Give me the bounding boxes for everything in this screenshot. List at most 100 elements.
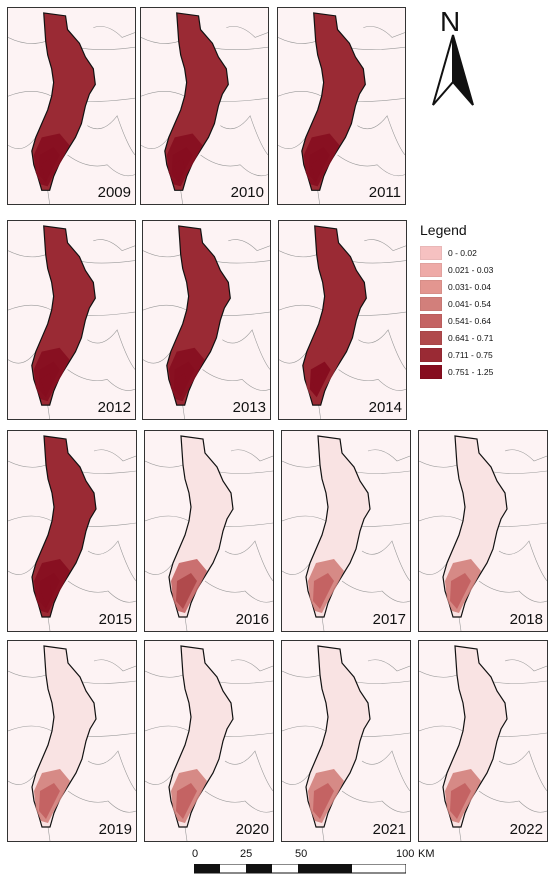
boundary-line: [321, 826, 325, 841]
panel-year-label: 2021: [372, 821, 406, 838]
panel-year-label: 2015: [98, 611, 132, 628]
boundary-line: [230, 659, 273, 672]
panel-year-label: 2009: [97, 184, 131, 201]
boundary-line: [338, 369, 406, 391]
boundary-line: [93, 239, 135, 252]
hotspot-zone: [450, 783, 471, 819]
legend-item: 0 - 0.02: [420, 244, 540, 261]
boundary-line: [358, 329, 406, 370]
peak-zone: [40, 158, 52, 181]
panel-year-label: 2022: [509, 821, 543, 838]
scale-bar: 0 25 50 100 KM: [190, 848, 440, 878]
boundary-line: [458, 826, 462, 841]
boundary-line: [357, 115, 405, 156]
boundary-line: [224, 750, 273, 792]
boundary-line: [419, 772, 448, 785]
legend: Legend 0 - 0.02 0.021 - 0.03 0.031- 0.04 0.…: [420, 222, 540, 380]
panel-year-label: 2018: [509, 611, 543, 628]
scale-tick-100: 100: [396, 848, 415, 860]
boundary-line: [361, 750, 410, 792]
peak-zone: [175, 373, 187, 396]
legend-label: 0.021 - 0.03: [448, 264, 494, 275]
boundary-line: [282, 772, 311, 785]
legend-items: 0 - 0.02 0.021 - 0.03 0.031- 0.04 0.041- 0.…: [420, 244, 540, 380]
peak-zone: [41, 585, 52, 607]
panel-year-label: 2013: [232, 399, 266, 416]
boundary-line: [87, 329, 135, 370]
legend-item: 0.541- 0.64: [420, 312, 540, 329]
boundary-line: [67, 790, 136, 813]
boundary-line: [67, 580, 136, 603]
boundary-line: [47, 616, 51, 631]
boundary-line: [182, 405, 185, 419]
boundary-line: [93, 26, 135, 38]
boundary-line: [143, 351, 172, 364]
legend-swatch: [420, 330, 442, 345]
boundary-line: [318, 405, 321, 419]
boundary-line: [87, 750, 136, 792]
map-graphic: [419, 435, 547, 631]
map-graphic: [143, 225, 270, 419]
map-panel: 2016: [144, 430, 274, 632]
boundary-line: [226, 26, 268, 38]
map-graphic: [278, 12, 405, 204]
map-graphic: [141, 12, 268, 204]
map-panel: 2009: [7, 7, 136, 205]
panel-year-label: 2020: [235, 821, 269, 838]
scale-tick-50: 50: [295, 848, 308, 860]
legend-item: 0.751 - 1.25: [420, 363, 540, 380]
boundary-line: [282, 562, 311, 575]
legend-label: 0.751 - 1.25: [448, 366, 494, 377]
map-graphic: [279, 225, 406, 419]
map-panel: 2010: [140, 7, 269, 205]
north-arrow-icon: [432, 34, 474, 106]
boundary-line: [504, 449, 547, 462]
legend-swatch: [420, 245, 442, 260]
legend-item: 0.021 - 0.03: [420, 261, 540, 278]
scale-unit: KM: [418, 848, 435, 860]
peak-zone: [311, 373, 323, 396]
map-panel: 2022: [418, 640, 548, 842]
boundary-line: [504, 659, 547, 672]
boundary-line: [498, 540, 547, 582]
map-panel: 2015: [7, 430, 137, 632]
legend-item: 0.641 - 0.71: [420, 329, 540, 346]
boundary-line: [498, 750, 547, 792]
boundary-line: [279, 351, 308, 364]
boundary-line: [367, 659, 410, 672]
map-panel: 2011: [277, 7, 406, 205]
peak-zone: [310, 158, 322, 181]
boundary-line: [93, 449, 136, 462]
north-label: N: [440, 6, 461, 37]
legend-swatch: [420, 313, 442, 328]
hotspot-zone: [450, 573, 471, 609]
map-graphic: [419, 645, 547, 841]
boundary-line: [202, 369, 270, 391]
boundary-line: [141, 137, 170, 149]
boundary-line: [8, 351, 37, 364]
legend-item: 0.711 - 0.75: [420, 346, 540, 363]
hotspot-zone: [39, 783, 60, 819]
hotspot-zone: [176, 783, 197, 819]
legend-label: 0.041- 0.54: [448, 298, 492, 309]
boundary-line: [184, 616, 188, 631]
panel-year-label: 2012: [97, 399, 131, 416]
legend-title: Legend: [420, 222, 467, 238]
boundary-line: [200, 154, 268, 177]
boundary-line: [184, 826, 188, 841]
panel-year-label: 2014: [368, 399, 402, 416]
hotspot-zone: [313, 783, 334, 819]
boundary-line: [204, 790, 273, 813]
map-graphic: [8, 645, 136, 841]
boundary-line: [278, 137, 307, 149]
boundary-line: [341, 580, 410, 603]
hotspot-zone: [176, 573, 197, 609]
peak-zone: [40, 373, 52, 396]
panel-year-label: 2010: [230, 184, 264, 201]
boundary-line: [222, 329, 270, 370]
boundary-line: [220, 115, 268, 156]
boundary-line: [230, 449, 273, 462]
boundary-line: [361, 540, 410, 582]
legend-label: 0.711 - 0.75: [448, 349, 493, 360]
boundary-line: [67, 154, 135, 177]
